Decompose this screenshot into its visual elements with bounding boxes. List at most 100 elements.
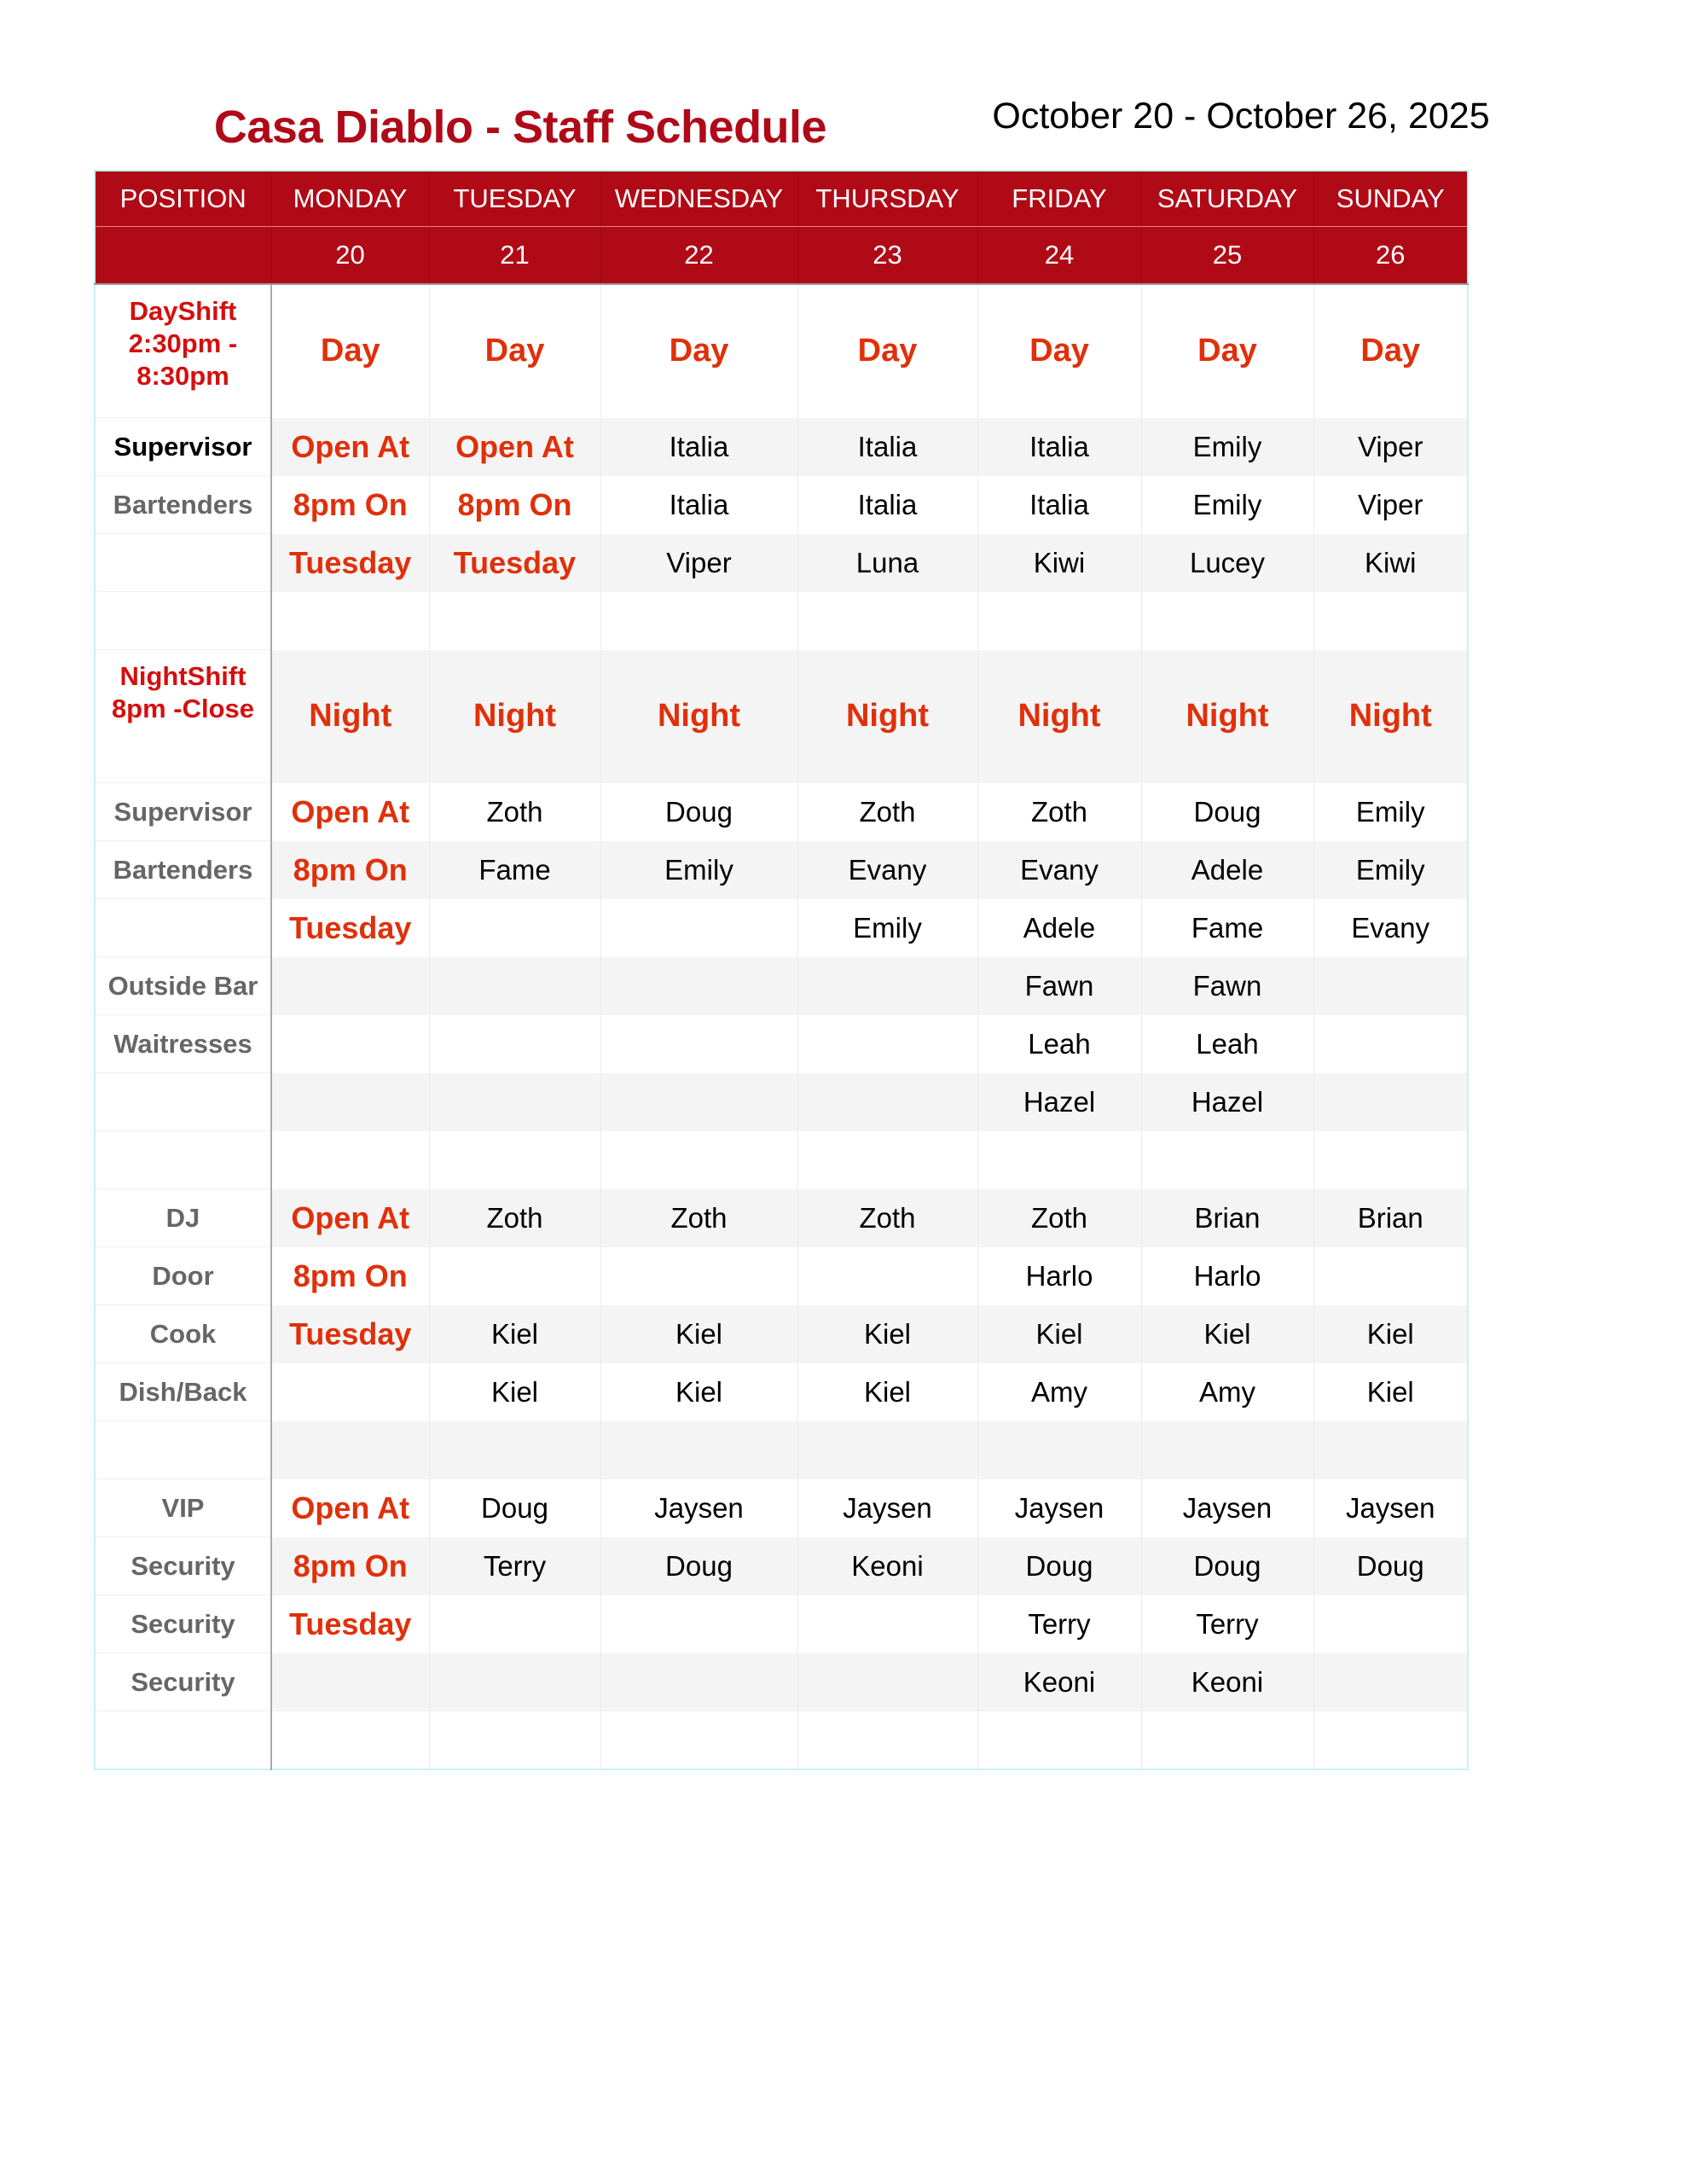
schedule-cell[interactable]: Emily (600, 840, 798, 899)
shift-label-cell[interactable]: Day (977, 284, 1142, 418)
schedule-cell[interactable]: Italia (977, 417, 1142, 476)
schedule-cell[interactable]: Italia (797, 417, 978, 476)
schedule-cell[interactable] (429, 1420, 601, 1479)
schedule-cell[interactable] (271, 1072, 430, 1131)
schedule-cell[interactable]: Amy (1141, 1362, 1314, 1421)
schedule-cell[interactable]: Italia (600, 475, 798, 534)
schedule-cell[interactable]: Jaysen (977, 1478, 1142, 1537)
schedule-cell[interactable]: Doug (1141, 1536, 1314, 1595)
schedule-cell[interactable] (600, 1653, 798, 1711)
shift-label-cell[interactable]: Day (797, 284, 978, 418)
schedule-cell[interactable]: Terry (977, 1594, 1142, 1653)
schedule-cell[interactable]: Fawn (977, 956, 1142, 1015)
schedule-cell[interactable] (797, 956, 978, 1015)
schedule-cell[interactable]: Zoth (797, 1188, 978, 1247)
schedule-cell[interactable]: Brian (1141, 1188, 1314, 1247)
schedule-cell[interactable]: 8pm On (429, 475, 601, 534)
schedule-cell[interactable] (797, 1130, 978, 1189)
schedule-cell[interactable]: Harlo (1141, 1246, 1314, 1305)
schedule-cell[interactable]: Zoth (600, 1188, 798, 1247)
schedule-cell[interactable] (271, 1420, 430, 1479)
schedule-cell[interactable]: Evany (1313, 898, 1469, 957)
schedule-cell[interactable] (1313, 1653, 1469, 1711)
schedule-cell[interactable] (1313, 1130, 1469, 1189)
schedule-cell[interactable]: Adele (977, 898, 1142, 957)
schedule-cell[interactable]: Italia (797, 475, 978, 534)
schedule-cell[interactable]: Tuesday (271, 1304, 430, 1363)
schedule-cell[interactable]: Hazel (1141, 1072, 1314, 1131)
shift-label-cell[interactable]: Night (1313, 649, 1469, 783)
schedule-cell[interactable]: Evany (977, 840, 1142, 899)
schedule-cell[interactable] (600, 1014, 798, 1073)
shift-label-cell[interactable]: Night (271, 649, 430, 783)
shift-label-cell[interactable]: Night (600, 649, 798, 783)
schedule-cell[interactable] (600, 1594, 798, 1653)
schedule-cell[interactable]: Jaysen (797, 1478, 978, 1537)
shift-label-cell[interactable]: Day (1313, 284, 1469, 418)
schedule-cell[interactable] (797, 1014, 978, 1073)
schedule-cell[interactable]: Amy (977, 1362, 1142, 1421)
schedule-cell[interactable] (429, 1130, 601, 1189)
schedule-cell[interactable]: Tuesday (429, 533, 601, 592)
schedule-cell[interactable]: Adele (1141, 840, 1314, 899)
shift-label-cell[interactable]: Day (1141, 284, 1314, 418)
schedule-cell[interactable]: Zoth (429, 782, 601, 841)
schedule-cell[interactable] (600, 1072, 798, 1131)
schedule-cell[interactable]: Italia (977, 475, 1142, 534)
schedule-cell[interactable]: Fame (429, 840, 601, 899)
schedule-cell[interactable] (977, 591, 1142, 650)
schedule-cell[interactable]: Kiel (1313, 1304, 1469, 1363)
schedule-cell[interactable]: Kiel (1141, 1304, 1314, 1363)
schedule-cell[interactable]: Kiel (600, 1362, 798, 1421)
schedule-cell[interactable]: Zoth (977, 1188, 1142, 1247)
schedule-cell[interactable]: Emily (1313, 840, 1469, 899)
schedule-cell[interactable] (429, 956, 601, 1015)
schedule-cell[interactable]: Kiwi (977, 533, 1142, 592)
schedule-cell[interactable] (797, 1420, 978, 1479)
schedule-cell[interactable]: Zoth (429, 1188, 601, 1247)
schedule-cell[interactable] (271, 956, 430, 1015)
schedule-cell[interactable] (797, 591, 978, 650)
schedule-cell[interactable]: Open At (271, 1188, 430, 1247)
schedule-cell[interactable]: Open At (429, 417, 601, 476)
schedule-cell[interactable]: Kiel (797, 1304, 978, 1363)
schedule-cell[interactable]: Open At (271, 782, 430, 841)
schedule-cell[interactable]: Kiel (1313, 1362, 1469, 1421)
schedule-cell[interactable]: 8pm On (271, 1536, 430, 1595)
schedule-cell[interactable]: Doug (600, 782, 798, 841)
schedule-cell[interactable]: 8pm On (271, 475, 430, 534)
schedule-cell[interactable]: Emily (797, 898, 978, 957)
schedule-cell[interactable] (271, 1653, 430, 1711)
schedule-cell[interactable]: Lucey (1141, 533, 1314, 592)
schedule-cell[interactable]: Terry (1141, 1594, 1314, 1653)
schedule-cell[interactable] (977, 1711, 1142, 1769)
schedule-cell[interactable] (797, 1711, 978, 1769)
schedule-cell[interactable]: Kiwi (1313, 533, 1469, 592)
schedule-cell[interactable] (1313, 1014, 1469, 1073)
schedule-cell[interactable]: Emily (1141, 475, 1314, 534)
schedule-cell[interactable] (1141, 591, 1314, 650)
schedule-cell[interactable] (271, 1014, 430, 1073)
schedule-cell[interactable]: Leah (1141, 1014, 1314, 1073)
schedule-cell[interactable] (600, 898, 798, 957)
schedule-cell[interactable]: Brian (1313, 1188, 1469, 1247)
schedule-cell[interactable]: Doug (600, 1536, 798, 1595)
schedule-cell[interactable]: Open At (271, 1478, 430, 1537)
schedule-cell[interactable] (797, 1246, 978, 1305)
schedule-cell[interactable]: Zoth (797, 782, 978, 841)
shift-label-cell[interactable]: Night (797, 649, 978, 783)
schedule-cell[interactable]: Luna (797, 533, 978, 592)
schedule-cell[interactable] (1313, 1246, 1469, 1305)
schedule-cell[interactable]: Kiel (429, 1304, 601, 1363)
schedule-cell[interactable]: Kiel (429, 1362, 601, 1421)
schedule-cell[interactable]: Viper (1313, 417, 1469, 476)
schedule-cell[interactable] (977, 1420, 1142, 1479)
schedule-cell[interactable]: Evany (797, 840, 978, 899)
schedule-cell[interactable]: Tuesday (271, 1594, 430, 1653)
schedule-cell[interactable]: Leah (977, 1014, 1142, 1073)
schedule-cell[interactable] (271, 1362, 430, 1421)
schedule-cell[interactable] (600, 591, 798, 650)
schedule-cell[interactable] (271, 1130, 430, 1189)
schedule-cell[interactable] (600, 1420, 798, 1479)
schedule-cell[interactable]: Kiel (797, 1362, 978, 1421)
